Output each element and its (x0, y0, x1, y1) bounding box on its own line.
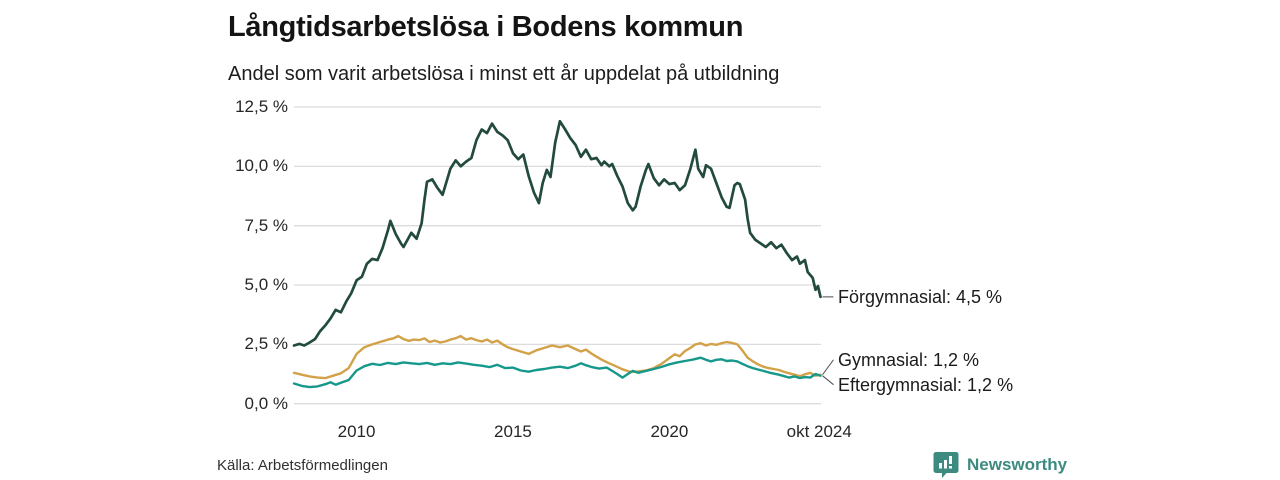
series-end-label-eftergymnasial: Eftergymnasial: 1,2 % (838, 374, 1014, 395)
newsworthy-logo[interactable]: Newsworthy (933, 451, 1067, 479)
y-tick-label: 5,0 % (244, 275, 288, 295)
y-tick-label: 7,5 % (244, 215, 288, 235)
chart-title: Långtidsarbetslösa i Bodens kommun (228, 11, 744, 43)
y-tick-label: 0,0 % (244, 393, 288, 413)
series-line-eftergymnasial (292, 356, 822, 389)
y-tick-label: 2,5 % (244, 334, 288, 354)
series-line-förgymnasial (292, 119, 822, 347)
y-tick-label: 10,0 % (235, 156, 288, 176)
brand-name: Newsworthy (967, 455, 1068, 474)
series-lines (292, 119, 822, 389)
gridlines (294, 106, 821, 405)
exclamation-stem (949, 456, 952, 464)
newsworthy-bubble-icon (933, 452, 959, 478)
bar-small (939, 463, 942, 469)
series-end-label-förgymnasial: Förgymnasial: 4,5 % (838, 286, 1003, 307)
end-label-connector (822, 375, 834, 386)
exclamation-dot (949, 466, 952, 469)
series-end-label-gymnasial: Gymnasial: 1,2 % (838, 349, 980, 370)
series-line-gymnasial (292, 334, 822, 380)
x-tick-label: 2010 (337, 422, 376, 441)
end-label-connector (822, 359, 834, 376)
x-tick-label: 2020 (650, 422, 689, 441)
x-tick-label: okt 2024 (786, 422, 852, 441)
source-caption: Källa: Arbetsförmedlingen (217, 457, 388, 474)
x-tick-label: 2015 (494, 422, 532, 441)
bar-medium (944, 460, 947, 469)
label-connectors (822, 296, 834, 386)
chart-subtitle: Andel som varit arbetslösa i minst ett å… (228, 63, 780, 85)
y-tick-label: 12,5 % (235, 97, 288, 116)
